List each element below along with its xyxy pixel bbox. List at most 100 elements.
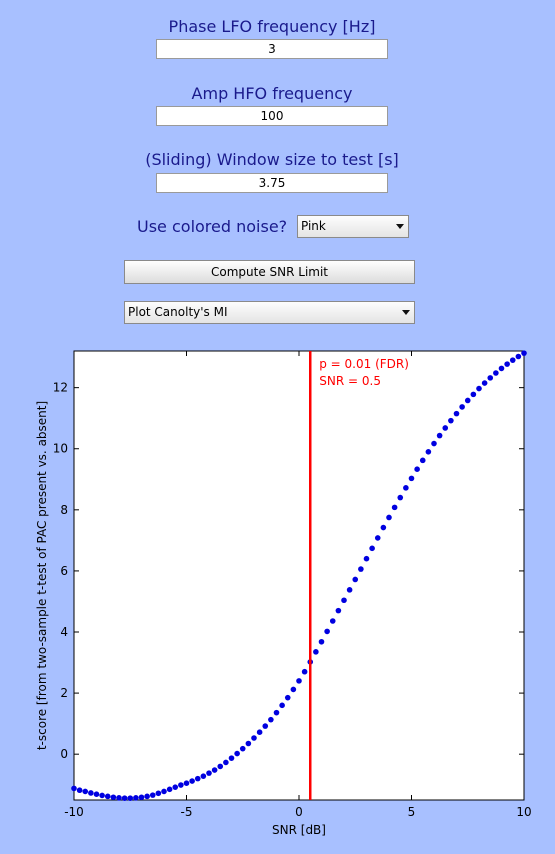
data-point	[110, 794, 117, 801]
data-point	[442, 425, 449, 431]
data-point	[419, 457, 426, 464]
y-axis-label: t-score [from two-sample t-test of PAC p…	[35, 401, 49, 750]
window-size-input[interactable]: 3.75	[156, 173, 388, 193]
chevron-down-icon	[402, 310, 410, 315]
data-point	[166, 786, 173, 793]
compute-snr-button[interactable]: Compute SNR Limit	[124, 260, 415, 284]
phase-lfo-label: Phase LFO frequency [Hz]	[168, 17, 376, 36]
colored-noise-label: Use colored noise?	[137, 217, 288, 236]
y-tick-label: 2	[60, 686, 68, 700]
window-size-label: (Sliding) Window size to test [s]	[145, 150, 399, 169]
data-point	[211, 767, 218, 773]
data-point	[284, 694, 291, 701]
data-point	[290, 686, 297, 693]
data-point	[324, 628, 330, 635]
data-point	[425, 448, 432, 455]
data-point	[93, 791, 100, 797]
x-tick-label: 0	[295, 805, 303, 819]
data-point	[481, 380, 488, 386]
colored-noise-select[interactable]: Pink	[297, 215, 409, 238]
data-point	[194, 775, 201, 782]
data-point	[521, 350, 527, 356]
data-point	[88, 790, 94, 796]
x-tick-label: -5	[181, 805, 193, 819]
data-point	[436, 432, 443, 439]
data-point	[149, 792, 156, 798]
colored-noise-value: Pink	[301, 219, 326, 233]
data-point	[493, 370, 499, 376]
data-point	[346, 587, 353, 593]
data-point	[374, 535, 381, 541]
data-point	[251, 735, 257, 741]
data-point	[121, 795, 128, 801]
data-point	[183, 780, 190, 787]
data-point	[509, 357, 516, 363]
data-point	[144, 793, 150, 800]
data-point	[262, 723, 269, 729]
data-point	[369, 545, 375, 552]
data-point	[329, 618, 336, 624]
data-point	[380, 524, 387, 531]
data-point	[363, 555, 370, 562]
x-axis-label: SNR [dB]	[272, 823, 326, 837]
data-point	[335, 607, 342, 614]
data-point	[459, 404, 465, 410]
data-point	[515, 353, 522, 360]
y-tick-label: 12	[53, 381, 68, 395]
data-point	[403, 485, 409, 491]
y-tick-label: 0	[60, 747, 68, 761]
y-tick-label: 10	[53, 442, 68, 456]
data-point	[397, 494, 404, 501]
y-tick-label: 4	[60, 625, 68, 639]
data-point	[234, 750, 240, 757]
amp-hfo-input[interactable]: 100	[156, 106, 388, 126]
data-point	[127, 795, 134, 801]
data-point	[76, 787, 83, 794]
data-point	[487, 375, 494, 381]
data-point	[256, 729, 263, 735]
data-point	[464, 397, 471, 404]
data-point	[116, 795, 122, 801]
y-tick-label: 6	[60, 564, 68, 578]
data-point	[453, 410, 460, 417]
plot-type-value: Plot Canolty's MI	[128, 305, 228, 319]
plot-type-select[interactable]: Plot Canolty's MI	[124, 301, 415, 324]
data-point	[172, 784, 179, 790]
chevron-down-icon	[396, 224, 404, 229]
data-point	[279, 702, 285, 709]
data-point	[504, 361, 510, 367]
threshold-annotation: p = 0.01 (FDR)	[319, 357, 409, 371]
data-point	[386, 514, 392, 521]
data-point	[189, 778, 195, 784]
data-point	[341, 597, 347, 604]
data-point	[301, 668, 308, 675]
data-point	[296, 678, 302, 684]
data-point	[217, 763, 224, 770]
phase-lfo-input[interactable]: 3	[156, 39, 388, 59]
data-point	[104, 793, 111, 800]
data-point	[71, 785, 77, 792]
data-point	[178, 782, 184, 788]
data-point	[408, 475, 415, 482]
data-point	[200, 773, 207, 779]
data-point	[318, 638, 325, 645]
data-point	[313, 649, 319, 655]
data-point	[414, 466, 420, 473]
x-tick-label: 5	[408, 805, 416, 819]
data-point	[82, 788, 89, 795]
data-point	[391, 504, 398, 511]
data-point	[223, 759, 229, 766]
data-point	[138, 794, 145, 801]
amp-hfo-label: Amp HFO frequency	[191, 84, 353, 103]
data-point	[273, 709, 280, 716]
data-point	[498, 365, 505, 372]
plot-area	[73, 350, 525, 801]
x-tick-label: 10	[516, 805, 531, 819]
data-point	[245, 740, 252, 747]
data-point	[155, 790, 162, 797]
data-point	[239, 745, 246, 752]
data-point	[352, 576, 359, 583]
data-point	[133, 795, 139, 801]
data-point	[99, 792, 105, 799]
